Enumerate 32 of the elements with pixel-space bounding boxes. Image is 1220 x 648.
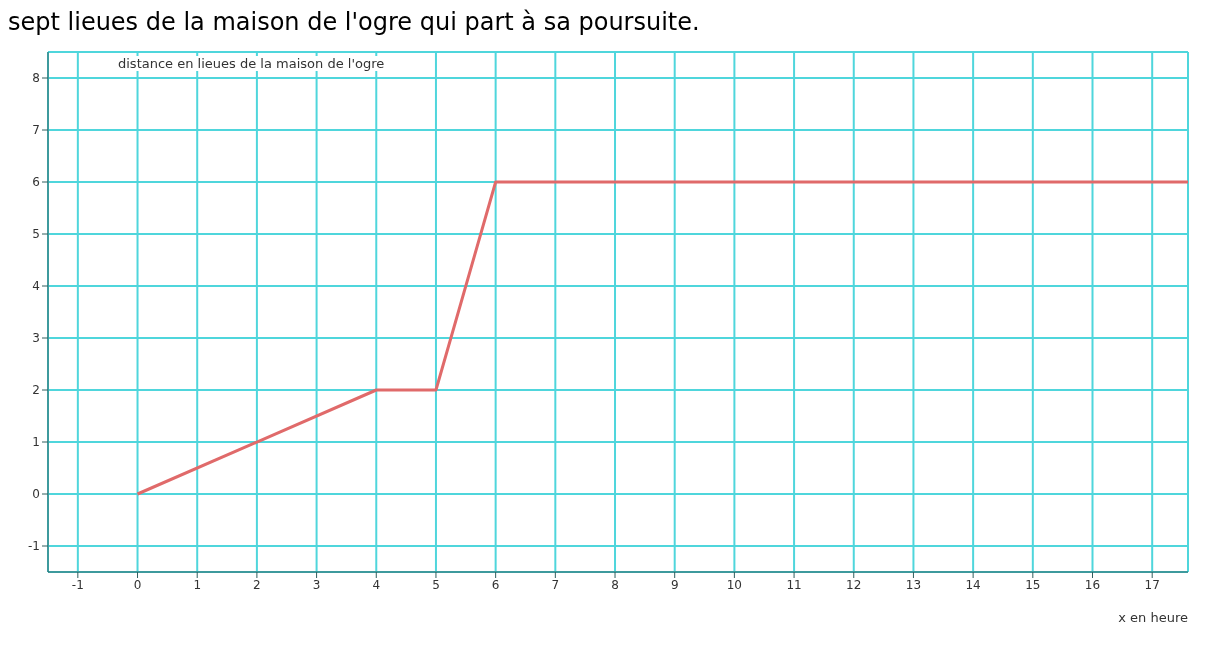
y-tick-label: 5 xyxy=(32,227,40,242)
x-tick-label: 9 xyxy=(670,577,679,592)
chart-title: sept lieues de la maison de l'ogre qui part à sa poursuite. xyxy=(8,8,701,38)
x-tick-label: 4 xyxy=(372,577,381,592)
y-tick-label: 0 xyxy=(32,487,40,502)
x-axis-title: x en heure xyxy=(1118,610,1188,625)
x-tick-label: 5 xyxy=(432,577,440,592)
x-tick-label: 14 xyxy=(965,577,981,592)
y-tick-label: -1 xyxy=(28,539,40,554)
x-tick-label: 13 xyxy=(905,577,922,592)
x-tick-label: 2 xyxy=(253,577,261,592)
x-tick-label: 17 xyxy=(1144,577,1160,592)
x-tick-label: 7 xyxy=(551,577,560,592)
x-tick-label: 10 xyxy=(726,577,743,592)
y-tick-label: 7 xyxy=(32,123,40,138)
x-tick-label: -1 xyxy=(71,577,84,592)
x-tick-label: 3 xyxy=(312,577,321,592)
y-axis-title: distance en lieues de la maison de l'ogre xyxy=(118,56,385,71)
y-tick-label: 2 xyxy=(32,383,40,398)
x-tick-label: 6 xyxy=(491,577,500,592)
y-tick-label: 4 xyxy=(32,279,40,294)
x-tick-label: 16 xyxy=(1084,577,1101,592)
x-tick-label: 12 xyxy=(846,577,862,592)
x-tick-label: 11 xyxy=(786,577,802,592)
y-tick-label: 8 xyxy=(32,71,40,86)
x-tick-label: 8 xyxy=(611,577,619,592)
y-tick-label: 6 xyxy=(32,175,40,190)
x-tick-label: 0 xyxy=(133,577,142,592)
y-tick-label: 3 xyxy=(32,331,40,346)
x-tick-label: 15 xyxy=(1025,577,1041,592)
y-tick-label: 1 xyxy=(32,435,40,450)
x-tick-label: 1 xyxy=(193,577,202,592)
